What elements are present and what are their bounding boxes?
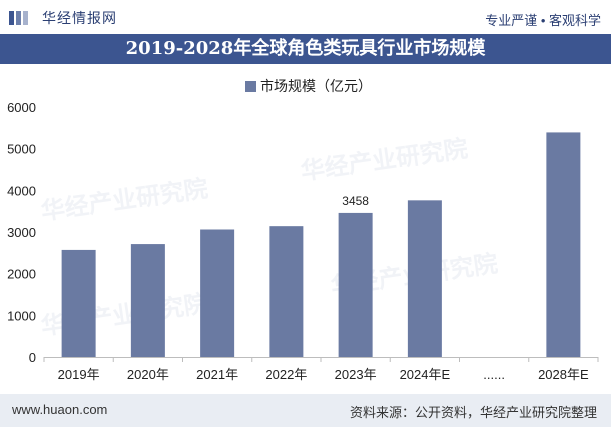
footer-website[interactable]: www.huaon.com <box>12 402 108 417</box>
bar <box>200 229 235 357</box>
x-tick-label: 2024年E <box>400 367 451 382</box>
y-tick-label: 1000 <box>7 308 36 323</box>
brand-name: 华经情报网 <box>42 10 117 26</box>
bar <box>61 249 96 357</box>
legend-label: 市场规模（亿元） <box>260 78 372 94</box>
y-tick-label: 5000 <box>7 142 36 157</box>
y-tick-label: 2000 <box>7 267 36 282</box>
x-tick-label: 2028年E <box>538 367 589 382</box>
x-tick-label: 2022年 <box>265 367 307 382</box>
bar <box>546 132 581 357</box>
bar <box>269 226 304 357</box>
footer: www.huaon.com 资料来源：公开资料，华经产业研究院整理 <box>0 394 611 427</box>
y-tick-label: 6000 <box>7 100 36 115</box>
x-tick-label: ...... <box>483 367 505 382</box>
bar <box>338 212 373 357</box>
data-label: 3458 <box>342 194 369 208</box>
tagline: 专业严谨 • 客观科学 <box>485 13 601 28</box>
legend: 市场规模（亿元） <box>245 76 372 96</box>
y-tick-label: 3000 <box>7 225 36 240</box>
footer-source: 资料来源：公开资料，华经产业研究院整理 <box>349 405 597 420</box>
chart-title: 2019-2028年全球角色类玩具行业市场规模 <box>0 34 611 64</box>
bar-chart: 0 1000 2000 3000 4000 5000 6000 2019年 2020年 2021年… <box>7 100 599 382</box>
bar <box>130 244 165 357</box>
y-tick-label: 0 <box>29 350 36 365</box>
y-tick-label: 4000 <box>7 183 36 198</box>
x-tick-label: 2023年 <box>335 367 377 382</box>
x-tick-label: 2019年 <box>58 367 100 382</box>
huajing-logo-icon <box>9 11 28 25</box>
legend-swatch <box>245 80 256 92</box>
header: 华经情报网 专业严谨 • 客观科学 <box>0 0 611 34</box>
x-tick-label: 2020年 <box>127 367 169 382</box>
bar <box>407 200 442 357</box>
brand[interactable]: 华经情报网 <box>8 8 117 28</box>
x-tick-label: 2021年 <box>196 367 238 382</box>
